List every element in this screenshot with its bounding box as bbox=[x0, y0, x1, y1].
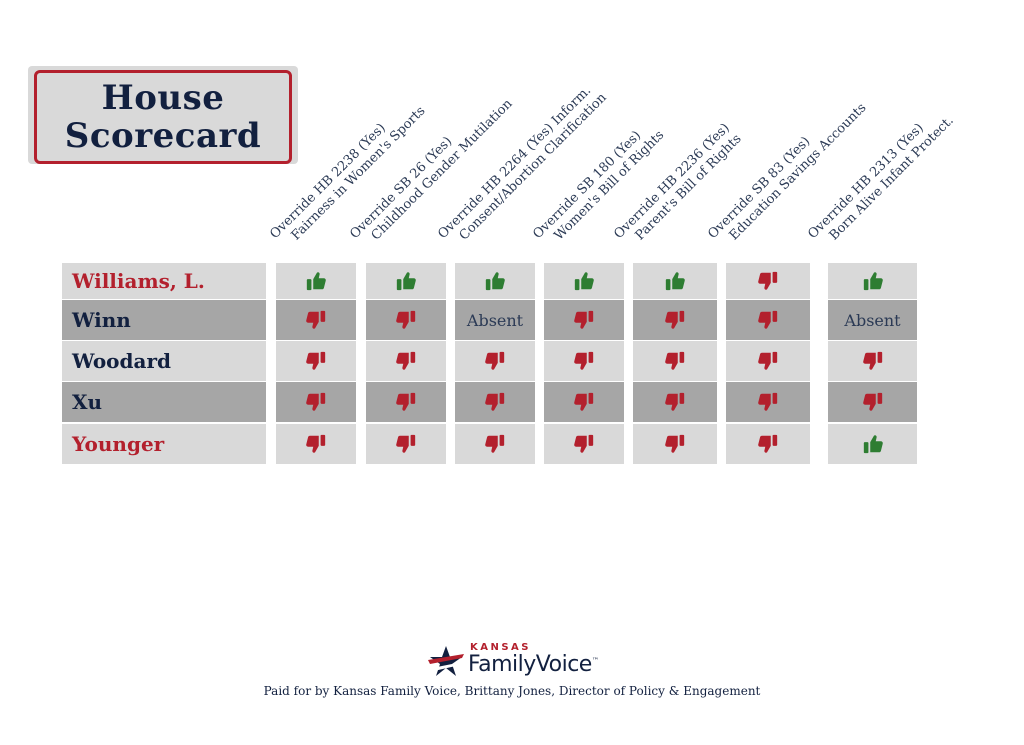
vote-cell bbox=[276, 300, 356, 340]
logo-kansas-text: KANSAS bbox=[470, 642, 532, 653]
thumbs-down-icon bbox=[396, 392, 416, 411]
title-line-2: Scorecard bbox=[64, 116, 262, 156]
thumbs-down-icon bbox=[665, 310, 685, 329]
vote-cell bbox=[828, 341, 917, 381]
vote-cell bbox=[726, 424, 810, 464]
title-line-1: House bbox=[101, 77, 225, 118]
thumbs-down-icon bbox=[758, 310, 778, 329]
thumbs-down-icon bbox=[485, 351, 505, 370]
vote-cell: Absent bbox=[828, 300, 917, 340]
vote-cell bbox=[633, 341, 717, 381]
vote-cell bbox=[828, 263, 917, 299]
legislator-name: Younger bbox=[62, 424, 266, 464]
vote-cell bbox=[633, 263, 717, 299]
vote-cell: Absent bbox=[455, 300, 535, 340]
vote-cell bbox=[828, 382, 917, 422]
thumbs-down-icon bbox=[574, 434, 594, 453]
thumbs-down-icon bbox=[574, 392, 594, 411]
legislator-name: Williams, L. bbox=[62, 263, 266, 299]
vote-cell bbox=[366, 300, 446, 340]
vote-cell bbox=[455, 424, 535, 464]
table-row: Woodard bbox=[62, 341, 918, 381]
vote-cell bbox=[633, 382, 717, 422]
vote-cell bbox=[726, 382, 810, 422]
vote-cell bbox=[633, 300, 717, 340]
vote-cell bbox=[726, 341, 810, 381]
table-row: Williams, L. bbox=[62, 263, 918, 299]
vote-cell bbox=[366, 341, 446, 381]
thumbs-down-icon bbox=[665, 392, 685, 411]
thumbs-up-icon bbox=[665, 272, 685, 291]
paid-for-disclaimer: Paid for by Kansas Family Voice, Brittan… bbox=[263, 684, 761, 698]
vote-cell bbox=[276, 424, 356, 464]
legislator-name: Woodard bbox=[62, 341, 266, 381]
thumbs-down-icon bbox=[758, 434, 778, 453]
thumbs-down-icon bbox=[396, 434, 416, 453]
thumbs-up-icon bbox=[485, 272, 505, 291]
thumbs-down-icon bbox=[574, 351, 594, 370]
thumbs-down-icon bbox=[862, 351, 882, 370]
star-logo-icon bbox=[428, 646, 464, 676]
vote-cell bbox=[544, 300, 624, 340]
thumbs-down-icon bbox=[665, 434, 685, 453]
logo-tm: ™ bbox=[591, 656, 599, 665]
logo-family-voice-text: FamilyVoice™ bbox=[468, 652, 599, 677]
kansas-family-voice-logo: KANSAS FamilyVoice™ bbox=[426, 642, 606, 682]
title-box: House Scorecard bbox=[34, 70, 292, 164]
thumbs-down-icon bbox=[574, 310, 594, 329]
thumbs-up-icon bbox=[396, 272, 416, 291]
vote-cell bbox=[276, 263, 356, 299]
thumbs-down-icon bbox=[862, 392, 882, 411]
table-row: Winn Absent Absent bbox=[62, 300, 918, 340]
vote-cell bbox=[366, 263, 446, 299]
thumbs-down-icon bbox=[396, 351, 416, 370]
legislator-name: Xu bbox=[62, 382, 266, 422]
thumbs-up-icon bbox=[574, 272, 594, 291]
absent-label: Absent bbox=[844, 310, 901, 330]
vote-cell bbox=[544, 424, 624, 464]
vote-cell bbox=[276, 382, 356, 422]
vote-cell bbox=[544, 263, 624, 299]
thumbs-up-icon bbox=[306, 272, 326, 291]
table-row: Younger bbox=[62, 424, 918, 464]
vote-cell bbox=[455, 263, 535, 299]
vote-cell bbox=[726, 300, 810, 340]
thumbs-down-icon bbox=[306, 351, 326, 370]
thumbs-down-icon bbox=[485, 434, 505, 453]
vote-cell bbox=[366, 424, 446, 464]
vote-cell bbox=[455, 382, 535, 422]
thumbs-down-icon bbox=[665, 351, 685, 370]
thumbs-down-icon bbox=[306, 310, 326, 329]
vote-cell bbox=[544, 341, 624, 381]
thumbs-down-icon bbox=[485, 392, 505, 411]
absent-label: Absent bbox=[466, 310, 524, 330]
thumbs-down-icon bbox=[758, 351, 778, 370]
thumbs-down-icon bbox=[758, 271, 778, 290]
legislator-name: Winn bbox=[62, 300, 266, 340]
vote-cell bbox=[828, 424, 917, 464]
vote-cell bbox=[633, 424, 717, 464]
vote-cell bbox=[726, 263, 810, 299]
thumbs-down-icon bbox=[396, 310, 416, 329]
vote-cell bbox=[366, 382, 446, 422]
column-header-3: Override HB 2264 (Yes) Inform. Consent/Ab… bbox=[435, 79, 610, 254]
vote-cell bbox=[455, 341, 535, 381]
logo-main-text: FamilyVoice bbox=[468, 652, 592, 677]
thumbs-down-icon bbox=[306, 434, 326, 453]
thumbs-up-icon bbox=[863, 272, 883, 291]
thumbs-up-icon bbox=[863, 435, 883, 454]
vote-cell bbox=[544, 382, 624, 422]
thumbs-down-icon bbox=[758, 392, 778, 411]
vote-cell bbox=[276, 341, 356, 381]
table-row: Xu bbox=[62, 382, 918, 422]
thumbs-down-icon bbox=[306, 392, 326, 411]
